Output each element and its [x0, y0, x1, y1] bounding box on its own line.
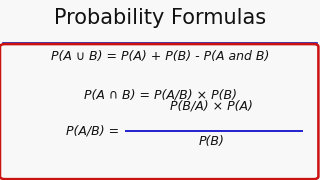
Text: P(A/B) =: P(A/B) =	[66, 124, 123, 137]
Text: Probability Formulas: Probability Formulas	[54, 8, 266, 28]
Text: P(B): P(B)	[198, 136, 224, 148]
Text: P(A ∪ B) = P(A) + P(B) - P(A and B): P(A ∪ B) = P(A) + P(B) - P(A and B)	[51, 50, 269, 63]
Text: P(B/A) × P(A): P(B/A) × P(A)	[170, 100, 252, 112]
FancyBboxPatch shape	[0, 44, 318, 179]
Text: P(A ∩ B) = P(A/B) × P(B): P(A ∩ B) = P(A/B) × P(B)	[84, 88, 236, 101]
